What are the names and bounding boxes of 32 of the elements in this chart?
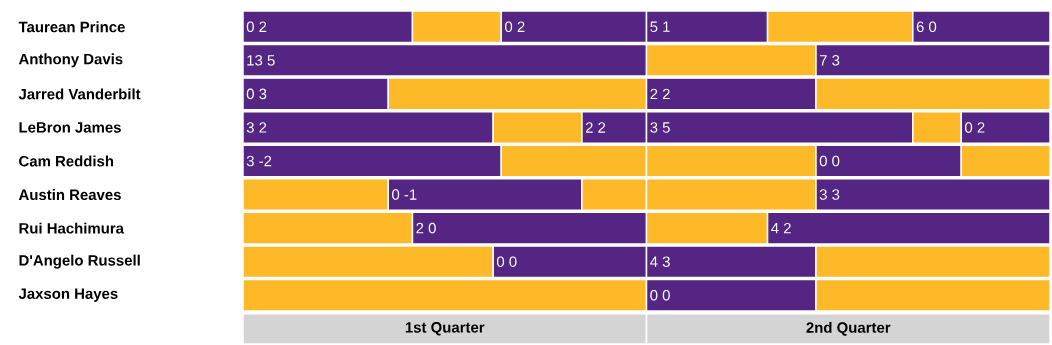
annotation: 4 2 xyxy=(771,222,791,234)
annotation: 6 0 xyxy=(916,21,937,33)
y-tick-label: Austin Reaves xyxy=(18,189,121,201)
y-tick-label: Jaxson Hayes xyxy=(18,288,118,302)
annotation: 4 3 xyxy=(650,256,670,267)
y-tick-label: D'Angelo Russell xyxy=(19,254,140,269)
annotation: 0 0 xyxy=(819,155,840,167)
annotation: 13 5 xyxy=(247,55,275,66)
annotation: 2 0 xyxy=(416,222,436,234)
annotation: 0 -1 xyxy=(392,189,417,200)
annotation: 0 3 xyxy=(246,88,267,100)
y-tick-label: LeBron James xyxy=(19,122,121,133)
annotation: 3 3 xyxy=(819,189,840,200)
annotation: 0 2 xyxy=(505,21,525,33)
annotation: 0 2 xyxy=(246,21,267,33)
annotation: 2 2 xyxy=(650,88,670,100)
text: 2nd Quarter xyxy=(806,321,891,336)
y-tick-label: Rui Hachimura xyxy=(19,222,125,234)
annotation: 0 0 xyxy=(496,256,517,267)
annotation: 2 2 xyxy=(585,122,606,133)
annotation: 0 0 xyxy=(650,289,670,301)
y-tick-label: Cam Reddish xyxy=(19,155,114,167)
y-tick-label: Jarred Vanderbilt xyxy=(18,88,141,100)
annotation: 7 3 xyxy=(819,55,840,66)
annotation: 3 -2 xyxy=(246,155,272,167)
annotation: 3 5 xyxy=(650,122,670,133)
text: 1st Quarter xyxy=(405,322,485,336)
y-tick-label: Anthony Davis xyxy=(18,53,123,68)
annotation: 3 2 xyxy=(246,122,267,133)
y-tick-label: Taurean Prince xyxy=(18,21,125,33)
annotation: 5 1 xyxy=(650,21,670,32)
annotation: 0 2 xyxy=(965,122,985,133)
